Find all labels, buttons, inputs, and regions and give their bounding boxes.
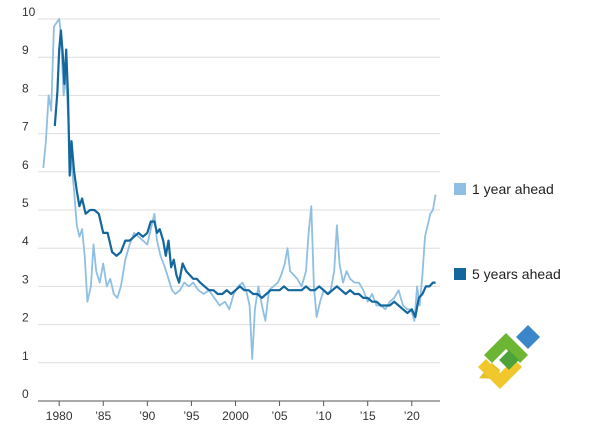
gridlines	[38, 18, 440, 364]
watermark-logo	[478, 325, 540, 389]
x-tick-label-2015: ’15	[360, 409, 376, 423]
y-tick-label-0: 0	[22, 387, 29, 401]
x-tick-label-1985: ’85	[95, 409, 111, 423]
y-tick-label-9: 9	[22, 43, 29, 57]
x-tick-label-2005: ’05	[272, 409, 288, 423]
y-tick-label-4: 4	[22, 234, 29, 248]
x-tick-label-1995: ’95	[183, 409, 199, 423]
legend-swatch-5-years-ahead	[454, 268, 466, 280]
series-lines	[42, 18, 437, 360]
y-tick-label-6: 6	[22, 158, 29, 172]
y-tick-label-8: 8	[22, 81, 29, 95]
series-line-5-years-ahead	[53, 29, 436, 319]
series-line-1-year-ahead	[42, 18, 437, 360]
y-tick-label-1: 1	[22, 349, 29, 363]
y-tick-label-2: 2	[22, 311, 29, 325]
x-tick-label-1980: 1980	[46, 409, 73, 423]
x-tick-label-2010: ’10	[316, 409, 332, 423]
x-axis-ticks: 1980 ’85 ’90 ’95 2000 ’05 ’10 ’15 ’20	[46, 401, 420, 423]
y-tick-label-3: 3	[22, 272, 29, 286]
x-tick-label-2020: ’20	[404, 409, 420, 423]
y-axis-tick-labels: 0 1 2 3 4 5 6 7 8 9 10	[22, 5, 36, 401]
y-tick-label-10: 10	[22, 5, 36, 19]
y-tick-label-7: 7	[22, 120, 29, 134]
legend-label-5-years-ahead: 5 years ahead	[472, 266, 561, 282]
y-tick-label-5: 5	[22, 196, 29, 210]
legend-label-1-year-ahead: 1 year ahead	[472, 181, 554, 197]
x-tick-label-2000: 2000	[222, 409, 249, 423]
legend-swatch-1-year-ahead	[454, 183, 466, 195]
x-tick-label-1990: ’90	[139, 409, 155, 423]
